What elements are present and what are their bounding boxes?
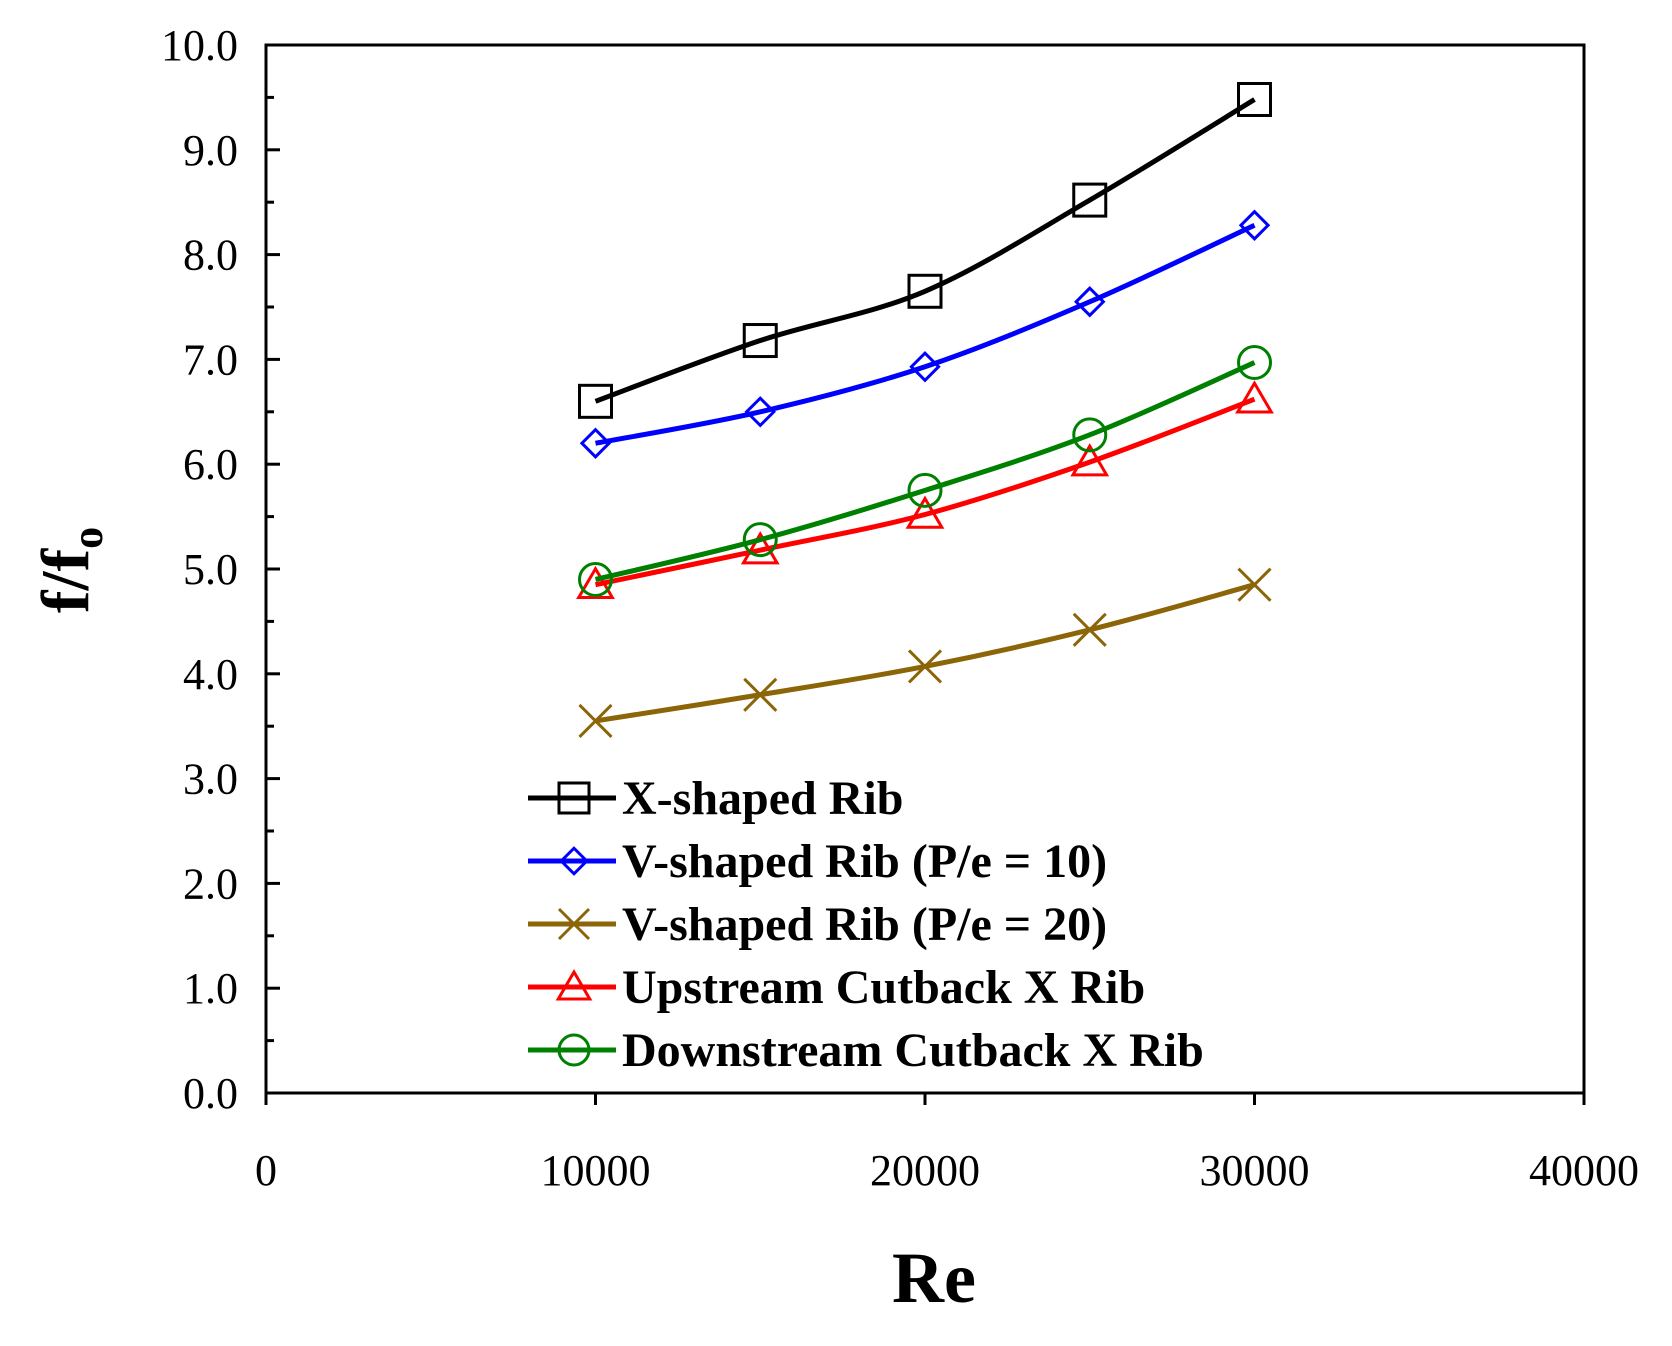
x-axis-title: Re (892, 1238, 976, 1318)
circle-marker (1072, 417, 1108, 453)
y-axis-ticks: 0.0 1.0 2.0 3.0 4.0 5.0 6.0 7.0 8.0 9.0 10.0 (161, 21, 280, 1118)
legend-item: Upstream Cutback X Rib (528, 961, 1145, 1014)
y-tick-label: 4.0 (183, 650, 238, 699)
y-tick-label: 9.0 (183, 126, 238, 175)
x-marker (557, 907, 591, 941)
triangle-marker (1235, 380, 1274, 414)
diamond-marker (909, 351, 941, 383)
circle-marker (1237, 345, 1272, 381)
series-line (594, 396, 1256, 588)
y-axis-title: f/fo (27, 527, 112, 613)
series-2 (579, 209, 1271, 459)
x-marker (743, 677, 778, 712)
legend-label: Downstream Cutback X Rib (622, 1024, 1204, 1077)
legend-label: V-shaped Rib (P/e = 20) (622, 898, 1107, 951)
legend: X-shaped Rib V-shaped Rib (P/e = 10) V-sha… (528, 772, 1204, 1077)
y-tick-label: 5.0 (183, 545, 238, 594)
legend-label: Upstream Cutback X Rib (622, 961, 1145, 1014)
x-tick-label: 30000 (1200, 1146, 1310, 1195)
legend-item: V-shaped Rib (P/e = 20) (528, 898, 1107, 951)
x-tick-label: 0 (255, 1146, 277, 1195)
y-tick-label: 7.0 (183, 335, 238, 384)
square-marker (557, 781, 591, 815)
legend-label: V-shaped Rib (P/e = 10) (622, 835, 1107, 888)
y-tick-label: 10.0 (161, 21, 238, 70)
series-line (595, 222, 1256, 446)
x-marker (578, 703, 613, 739)
series-4 (576, 380, 1274, 600)
series-layer (576, 81, 1274, 739)
y-tick-label: 8.0 (183, 231, 238, 280)
y-tick-label: 3.0 (183, 755, 238, 804)
circle-marker (907, 472, 943, 508)
series-line (595, 582, 1256, 724)
y-axis-title-subscript: o (63, 527, 112, 549)
series-line (594, 360, 1256, 582)
legend-item: Downstream Cutback X Rib (528, 1024, 1204, 1077)
legend-item: V-shaped Rib (P/e = 10) (528, 835, 1107, 888)
diamond-marker (1074, 286, 1106, 318)
y-axis-title-main: f/f (27, 548, 103, 614)
circle-marker (742, 522, 778, 558)
square-marker (1072, 182, 1108, 218)
diamond-marker (744, 396, 776, 428)
square-marker (907, 273, 943, 309)
diamond-marker (1238, 209, 1271, 241)
y-tick-label: 2.0 (183, 859, 238, 908)
circle-marker (578, 561, 613, 597)
x-marker (1237, 567, 1272, 602)
x-tick-label: 40000 (1529, 1146, 1639, 1195)
diamond-marker (559, 846, 589, 876)
series-line (594, 97, 1256, 404)
x-marker (1072, 612, 1107, 647)
triangle-marker (555, 969, 593, 1001)
y-tick-label: 0.0 (183, 1069, 238, 1118)
square-marker (578, 383, 613, 419)
x-axis-ticks: 0 10000 20000 30000 40000 (255, 1093, 1639, 1195)
triangle-marker (576, 565, 615, 600)
square-marker (1237, 81, 1272, 117)
series-1 (578, 81, 1272, 419)
triangle-marker (905, 495, 945, 529)
triangle-marker (740, 531, 780, 565)
diamond-marker (579, 427, 612, 459)
y-tick-label: 1.0 (183, 964, 238, 1013)
square-marker (742, 323, 778, 359)
x-marker (907, 649, 943, 684)
legend-label: X-shaped Rib (622, 772, 903, 825)
series-3 (578, 567, 1272, 739)
triangle-marker (1070, 443, 1110, 477)
circle-marker (557, 1033, 591, 1067)
x-tick-label: 10000 (541, 1146, 651, 1195)
x-tick-label: 20000 (870, 1146, 980, 1195)
series-5 (578, 345, 1272, 597)
y-tick-label: 6.0 (183, 440, 238, 489)
legend-item: X-shaped Rib (528, 772, 903, 825)
